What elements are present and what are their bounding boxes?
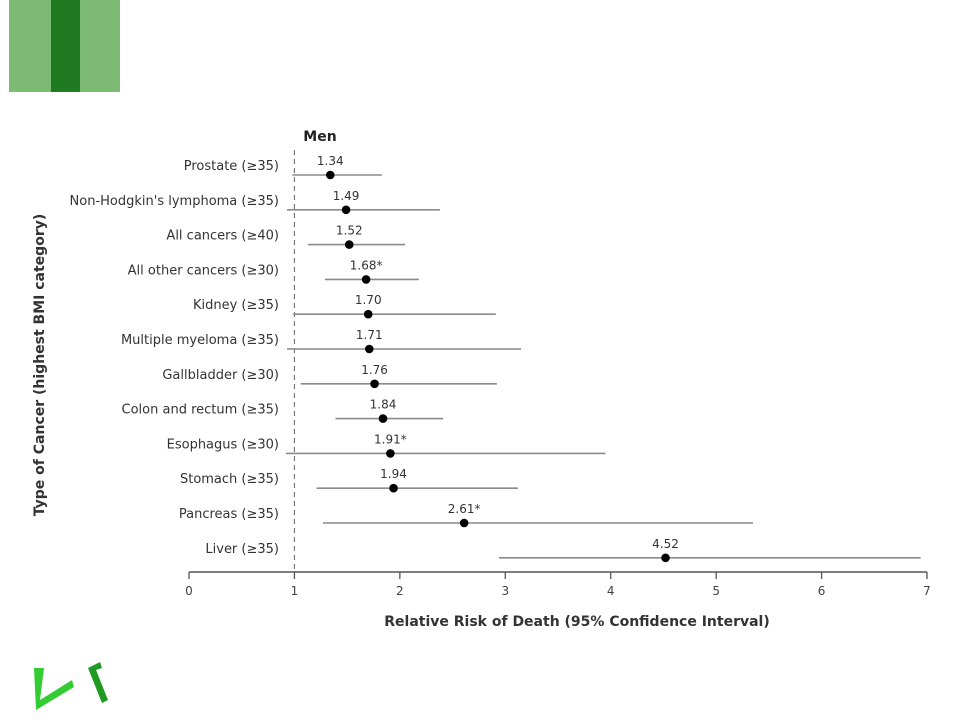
row-label: Stomach (≥35) (180, 472, 279, 487)
y-axis-title: Type of Cancer (highest BMI category) (32, 214, 48, 516)
row-label: Non-Hodgkin's lymphoma (≥35) (70, 194, 279, 209)
point-estimate (386, 449, 395, 458)
estimate-label: 1.76 (361, 363, 388, 377)
row-label: Prostate (≥35) (184, 159, 279, 174)
x-tick-label: 6 (818, 584, 826, 598)
row-label: All other cancers (≥30) (128, 263, 279, 278)
logo-stroke-shape (88, 662, 108, 703)
x-tick-label: 1 (291, 584, 299, 598)
estimate-label: 4.52 (652, 537, 679, 551)
estimate-label: 1.71 (356, 328, 383, 342)
row-label: Colon and rectum (≥35) (122, 403, 279, 418)
estimate-label: 1.49 (333, 189, 360, 203)
point-estimate (344, 240, 354, 249)
chart-title: Men (303, 129, 336, 145)
x-tick-label: 2 (396, 584, 404, 598)
row-label: All cancers (≥40) (166, 229, 279, 244)
logo-check-shape (34, 668, 74, 710)
row-label: Pancreas (≥35) (179, 507, 279, 522)
estimate-label: 1.34 (317, 154, 344, 168)
row-label: Multiple myeloma (≥35) (121, 333, 279, 348)
x-axis-title: Relative Risk of Death (95% Confidence I… (384, 614, 770, 630)
point-estimate (459, 518, 469, 528)
x-tick-label: 7 (923, 584, 931, 598)
point-estimate (661, 553, 670, 563)
estimate-label: 1.91* (374, 432, 407, 446)
estimate-label: 1.94 (380, 467, 407, 481)
row-label: Gallbladder (≥30) (162, 368, 279, 383)
row-label: Kidney (≥35) (193, 298, 279, 313)
point-estimate (341, 205, 351, 215)
header-accent-stripe-dark (51, 0, 80, 92)
point-estimate (325, 170, 335, 180)
point-estimate (370, 379, 379, 389)
estimate-label: 1.84 (370, 398, 397, 412)
estimate-label: 1.68* (350, 258, 383, 272)
estimate-label: 1.52 (336, 224, 363, 238)
estimate-label: 1.70 (355, 293, 382, 307)
point-estimate (364, 344, 374, 354)
x-tick-label: 0 (185, 584, 193, 598)
plot-area: 0 1 2 3 4 5 6 7 Prostate (≥35) 1.34 Non-Hodgkin's … (70, 150, 931, 598)
x-tick-label: 4 (607, 584, 615, 598)
x-tick-label: 5 (712, 584, 720, 598)
logo-mark (34, 662, 108, 710)
row-label: Liver (≥35) (205, 542, 279, 557)
estimate-label: 2.61* (448, 502, 481, 516)
point-estimate (389, 483, 398, 493)
row-label: Esophagus (≥30) (167, 437, 279, 452)
point-estimate (378, 414, 388, 423)
point-estimate (363, 309, 373, 319)
point-estimate (361, 275, 371, 284)
x-tick-label: 3 (501, 584, 509, 598)
